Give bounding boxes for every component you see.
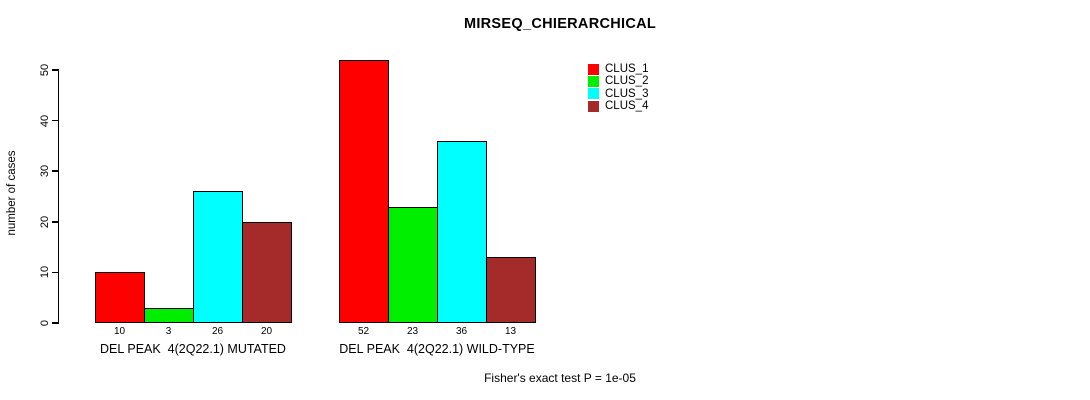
- y-axis-tick: [51, 271, 59, 274]
- bar-value-label: 52: [357, 326, 370, 337]
- bar-value-label: 23: [406, 326, 419, 337]
- legend-item: CLUS_1: [588, 63, 648, 75]
- legend-label: CLUS_2: [605, 75, 649, 88]
- legend-swatch: [588, 63, 599, 75]
- bar-value-label: 3: [165, 326, 172, 337]
- legend-item: CLUS_2: [588, 75, 648, 87]
- bar-value-label: 36: [455, 326, 468, 337]
- y-axis-tick: [51, 170, 59, 172]
- bar-value-label: 26: [211, 326, 224, 337]
- bar-value-label: 13: [504, 326, 517, 337]
- annotation-text: Fisher's exact test P = 1e-05: [484, 371, 636, 385]
- y-axis-tick-label: 20: [39, 215, 51, 228]
- y-axis-tick: [51, 322, 59, 324]
- bar-value-label: 10: [113, 326, 126, 337]
- bar-value-label: 20: [260, 326, 273, 337]
- y-axis-tick-label: 50: [39, 63, 51, 77]
- y-axis-tick: [51, 69, 59, 71]
- legend-item: CLUS_4: [588, 100, 648, 112]
- y-axis-tick-label: 40: [39, 114, 51, 127]
- category-label: DEL PEAK 4(2Q22.1) WILD-TYPE: [339, 342, 535, 356]
- bar: [339, 59, 389, 323]
- bar: [388, 206, 438, 323]
- y-axis-tick-label: 30: [39, 165, 51, 178]
- bar: [437, 140, 487, 323]
- legend-item: CLUS_3: [588, 88, 648, 100]
- legend-swatch: [588, 88, 599, 100]
- bar: [144, 307, 194, 323]
- legend-label: CLUS_3: [605, 87, 649, 100]
- y-axis-tick-label: 0: [39, 319, 51, 327]
- legend-label: CLUS_4: [605, 99, 649, 112]
- bar: [193, 191, 243, 323]
- bar: [242, 221, 292, 323]
- y-axis-line: [57, 70, 59, 323]
- chart-title: MIRSEQ_CHIERARCHICAL: [463, 16, 657, 32]
- bar: [95, 272, 145, 323]
- legend: CLUS_1 CLUS_2 CLUS_3 CLUS_4: [588, 63, 648, 112]
- category-label: DEL PEAK 4(2Q22.1) MUTATED: [100, 342, 286, 356]
- y-axis-tick-label: 10: [39, 266, 51, 279]
- legend-swatch: [588, 100, 599, 112]
- y-axis-tick: [51, 119, 59, 122]
- legend-label: CLUS_1: [605, 63, 649, 75]
- bar: [486, 257, 536, 323]
- y-axis-title: number of cases: [6, 150, 18, 236]
- legend-swatch: [588, 75, 599, 87]
- y-axis-tick: [51, 221, 59, 223]
